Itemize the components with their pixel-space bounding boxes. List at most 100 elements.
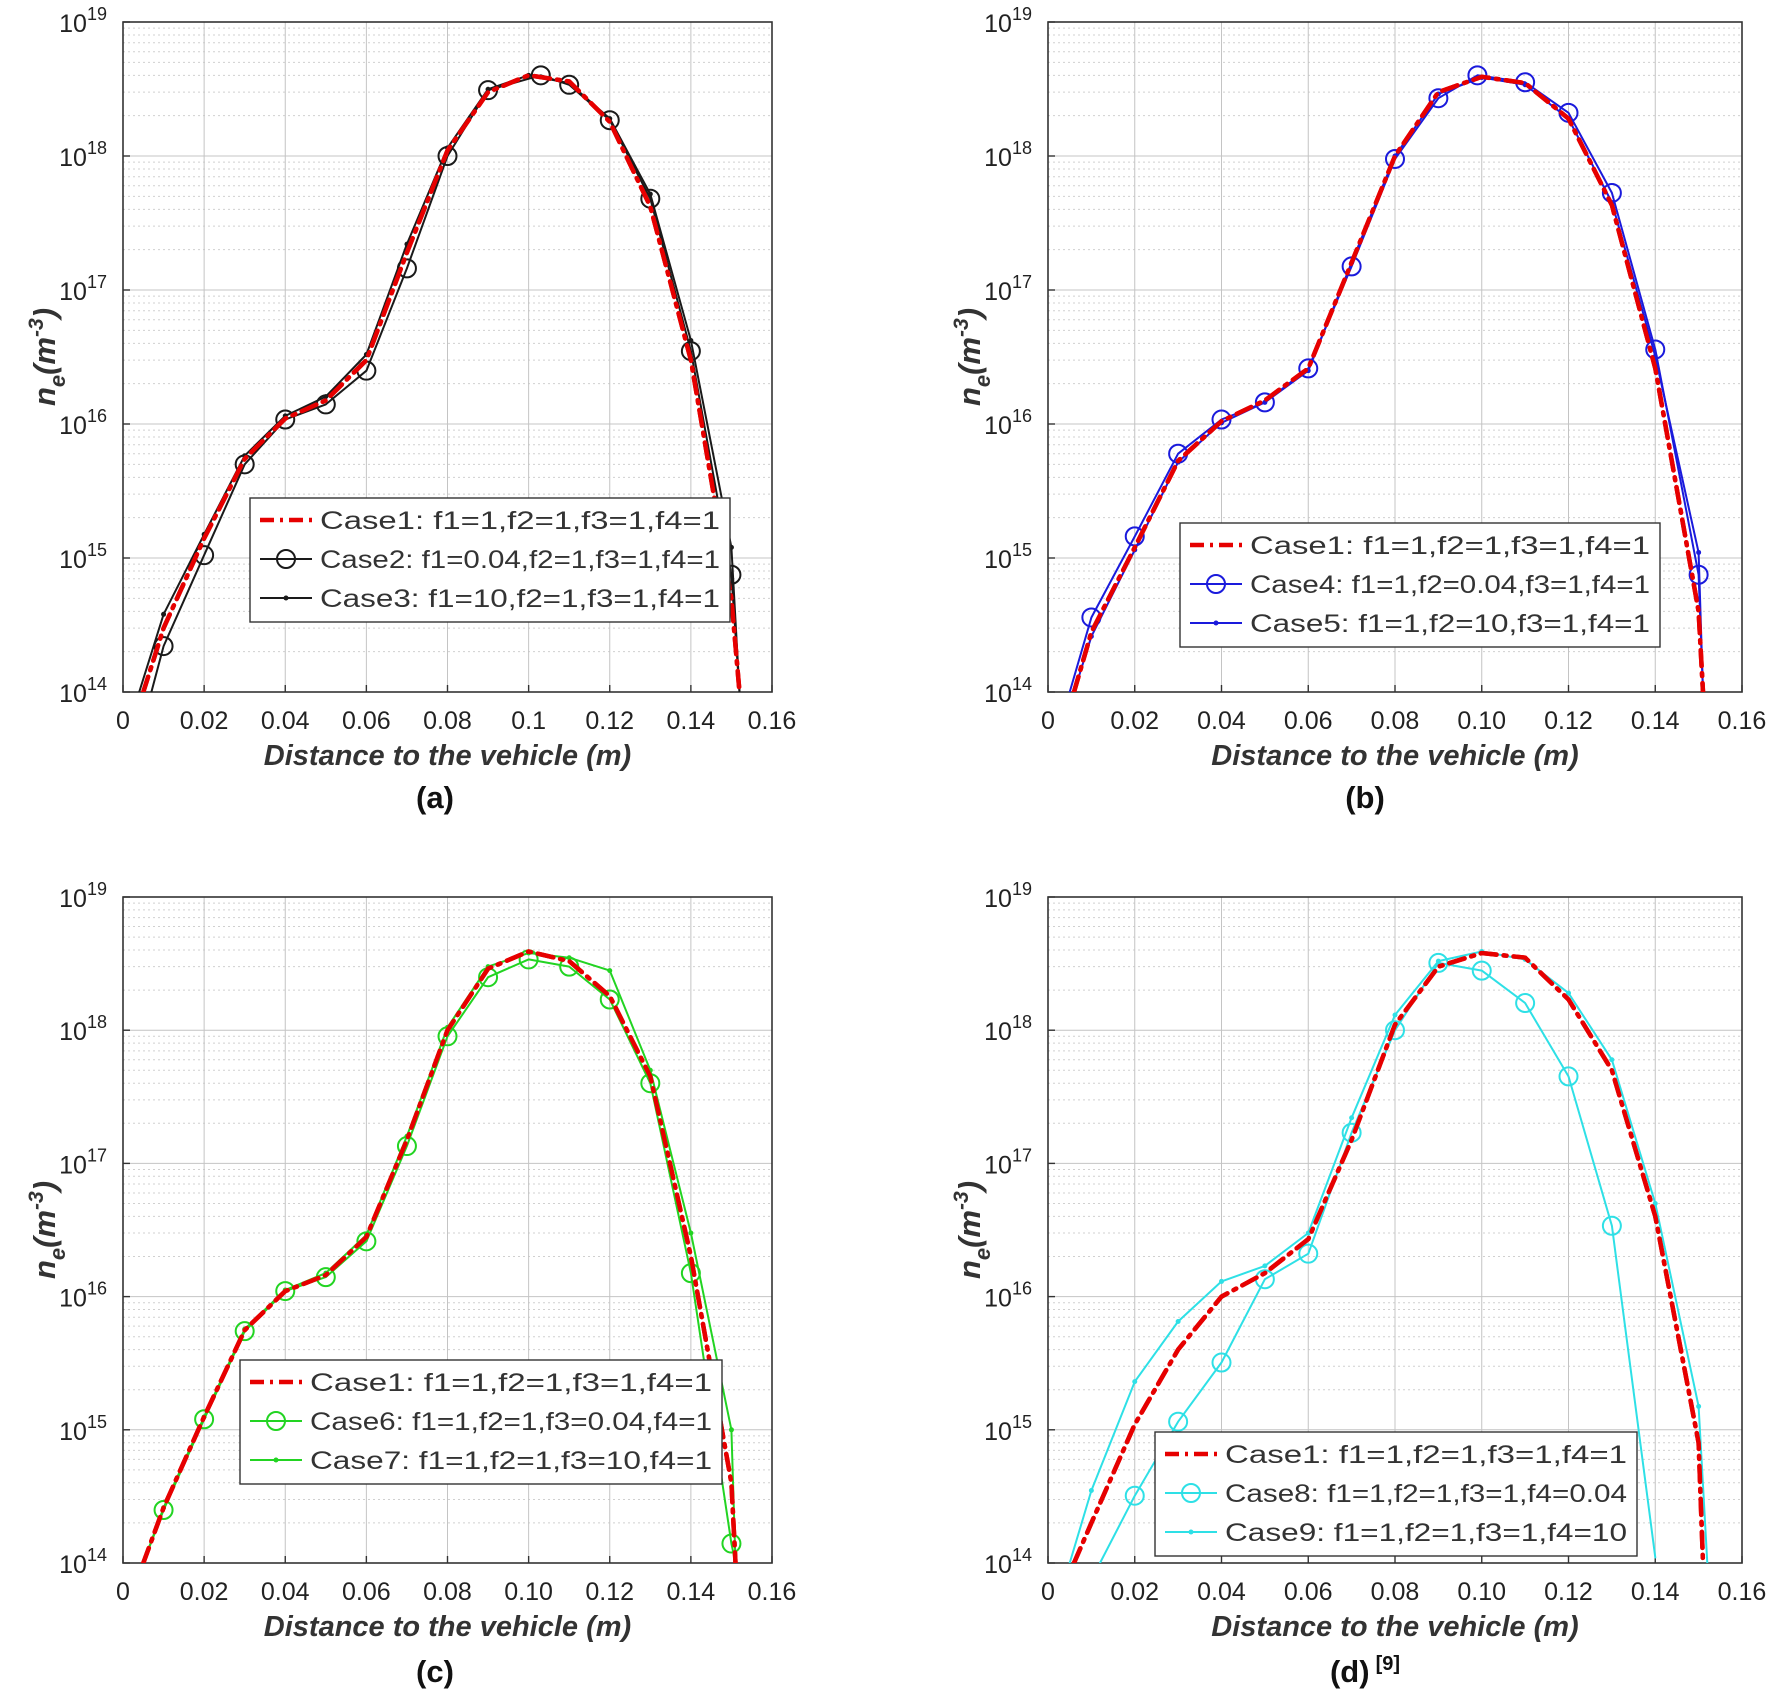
marker-circle xyxy=(153,1499,174,1520)
y-tick-label: 1014 xyxy=(984,1545,1032,1579)
marker-dot xyxy=(1175,1319,1181,1325)
panel-c: 0 0.02 0.04 0.06 0.08 0.10 0.12 0.14 0.16 1014 101… xyxy=(25,879,796,1689)
marker-circle xyxy=(1298,1243,1319,1264)
marker-dot xyxy=(566,955,572,961)
y-tick-label: 1016 xyxy=(984,1279,1032,1313)
legend-marker-circle xyxy=(1206,574,1226,594)
y-axis-label: ne(m-3) xyxy=(950,1181,995,1279)
y-tick-label: 1019 xyxy=(984,879,1032,913)
x-axis-label: Distance to the vehicle (m) xyxy=(1211,1611,1578,1643)
x-tick-label: 0.12 xyxy=(1544,1578,1593,1606)
legend-entry: Case1: f1=1,f2=1,f3=1,f4=1 xyxy=(310,1369,712,1397)
x-tick-label: 0.16 xyxy=(748,707,797,735)
x-tick-label: 0.12 xyxy=(585,1578,634,1606)
x-tick-label: 0.16 xyxy=(748,1578,797,1606)
marker-circle xyxy=(1385,1020,1405,1041)
y-tick-label: 1019 xyxy=(59,4,107,38)
panel-caption: (a) xyxy=(416,780,454,815)
legend-marker-dot xyxy=(1188,1529,1194,1535)
marker-circle xyxy=(356,1231,377,1252)
y-tick-label: 1015 xyxy=(59,1412,107,1446)
y-tick-label: 1017 xyxy=(59,272,107,306)
marker-circle xyxy=(275,1281,296,1302)
y-tick-label: 1015 xyxy=(984,540,1032,574)
x-axis-label: Distance to the vehicle (m) xyxy=(1211,740,1578,772)
y-tick-label: 1018 xyxy=(984,138,1032,172)
series-line-2 xyxy=(1099,961,1657,1563)
y-tick-label: 1016 xyxy=(59,1279,107,1313)
marker-circle xyxy=(234,1321,255,1342)
marker-circle xyxy=(1385,148,1405,169)
series-group xyxy=(1068,65,1709,692)
x-tick-label: 0.08 xyxy=(423,707,472,735)
legend: Case1: f1=1,f2=1,f3=1,f4=1 Case6: f1=1,f2… xyxy=(239,1359,723,1485)
x-tick-label: 0.08 xyxy=(1371,1578,1420,1606)
y-tick-label: 1015 xyxy=(984,1412,1032,1446)
x-tick-label: 0.02 xyxy=(180,707,229,735)
x-tick-label: 0.10 xyxy=(504,1578,553,1606)
legend-box xyxy=(249,497,731,623)
legend-entry: Case8: f1=1,f2=1,f3=1,f4=0.04 xyxy=(1225,1480,1627,1508)
legend-entry: Case1: f1=1,f2=1,f3=1,f4=1 xyxy=(320,507,720,535)
marker-dot xyxy=(1652,1200,1658,1206)
x-tick-label: 0.10 xyxy=(1457,1578,1506,1606)
marker-circle xyxy=(599,110,620,131)
series-line-1-overlay xyxy=(141,72,742,692)
marker-dot xyxy=(1435,958,1441,964)
legend-marker-circle xyxy=(266,1411,286,1431)
marker-dot xyxy=(688,1230,694,1236)
series-line-1-overlay xyxy=(1071,950,1706,1563)
x-tick-label: 0.04 xyxy=(1197,1578,1246,1606)
y-axis-label: ne(m-3) xyxy=(25,1181,70,1279)
y-tick-label: 1017 xyxy=(984,1145,1032,1179)
marker-dot xyxy=(1219,1278,1224,1284)
x-tick-label: 0.10 xyxy=(1457,707,1506,735)
legend-marker-circle xyxy=(1181,1483,1201,1503)
x-axis-label: Distance to the vehicle (m) xyxy=(264,740,631,772)
marker-dot xyxy=(728,1427,734,1433)
reference-marker: [9] xyxy=(1376,1653,1400,1675)
marker-dot xyxy=(1566,990,1571,996)
y-tick-label: 1019 xyxy=(59,879,107,913)
legend-entry: Case4: f1=1,f2=0.04,f3=1,f4=1 xyxy=(1250,571,1650,599)
y-tick-label: 1017 xyxy=(59,1145,107,1179)
x-tick-label: 0.04 xyxy=(1197,707,1246,735)
marker-circle xyxy=(599,989,620,1010)
legend-box xyxy=(1154,1431,1638,1557)
marker-dot xyxy=(485,86,491,92)
marker-dot xyxy=(1349,1115,1355,1121)
marker-dot xyxy=(1696,1403,1702,1409)
marker-dot xyxy=(1262,1263,1268,1269)
marker-circle xyxy=(1601,1215,1622,1236)
x-tick-label: 0 xyxy=(116,707,130,735)
marker-circle xyxy=(275,409,296,430)
legend: Case1: f1=1,f2=1,f3=1,f4=1 Case8: f1=1,f2… xyxy=(1154,1431,1638,1557)
marker-dot xyxy=(607,968,613,974)
y-tick-label: 1018 xyxy=(59,1012,107,1046)
y-tick-label: 1014 xyxy=(984,674,1032,708)
x-tick-label: 0.04 xyxy=(261,1578,310,1606)
y-axis-label: ne(m-3) xyxy=(25,308,70,406)
marker-dot xyxy=(1696,549,1702,555)
marker-circle xyxy=(1254,392,1275,413)
panel-caption: (b) xyxy=(1345,780,1385,815)
marker-circle xyxy=(1558,1066,1579,1087)
y-tick-label: 1019 xyxy=(984,4,1032,38)
legend: Case1: f1=1,f2=1,f3=1,f4=1 Case4: f1=1,f2… xyxy=(1179,522,1661,648)
x-tick-label: 0.14 xyxy=(1631,1578,1680,1606)
marker-dot xyxy=(161,611,167,617)
marker-dot xyxy=(1609,1057,1615,1063)
legend-box xyxy=(239,1359,723,1485)
panel-b: 0 0.02 0.04 0.06 0.08 0.10 0.12 0.14 0.16 1014 101… xyxy=(950,4,1766,815)
marker-dot xyxy=(688,337,694,343)
legend-entry: Case7: f1=1,f2=1,f3=10,f4=1 xyxy=(310,1447,712,1475)
panel-caption: (c) xyxy=(416,1654,454,1689)
legend-box xyxy=(1179,522,1661,648)
y-tick-label: 1017 xyxy=(984,272,1032,306)
x-axis-label: Distance to the vehicle (m) xyxy=(264,1611,631,1643)
marker-dot xyxy=(647,191,653,197)
x-tick-label: 0 xyxy=(116,1578,130,1606)
marker-circle xyxy=(559,74,580,95)
y-tick-label: 1016 xyxy=(59,406,107,440)
x-tick-label: 0.06 xyxy=(342,1578,391,1606)
